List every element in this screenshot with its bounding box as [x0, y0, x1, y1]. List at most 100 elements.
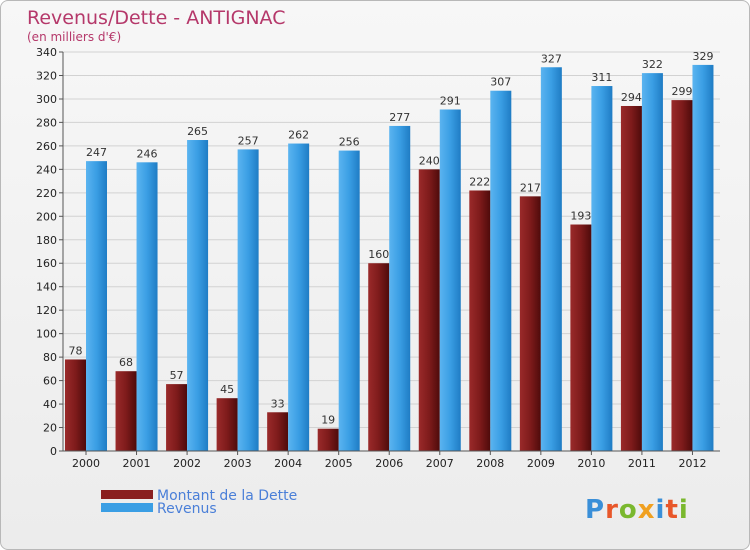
x-tick-label: 2000 [72, 457, 100, 470]
y-tick-label: 340 [36, 46, 57, 59]
debt-bar [65, 359, 86, 451]
logo-letter: r [605, 495, 619, 525]
x-tick-label: 2007 [426, 457, 454, 470]
debt-value-label: 19 [321, 414, 335, 427]
logo-letter: i [679, 495, 689, 525]
legend-label-debt: Montant de la Dette [157, 488, 297, 504]
debt-bar [115, 371, 137, 451]
y-tick-label: 60 [43, 375, 57, 388]
y-tick-label: 300 [36, 93, 57, 106]
y-tick-label: 180 [36, 234, 57, 247]
revenue-value-label: 256 [339, 136, 360, 149]
revenue-bar [86, 161, 107, 451]
y-tick-label: 0 [50, 445, 57, 458]
revenue-bar [439, 109, 461, 452]
y-tick-label: 100 [36, 328, 57, 341]
revenue-bar [692, 64, 714, 452]
revenue-bar [338, 150, 360, 451]
debt-value-label: 78 [69, 344, 83, 357]
logo-letter: t [665, 495, 678, 525]
y-tick-label: 160 [36, 257, 57, 270]
x-tick-label: 2003 [224, 457, 252, 470]
revenue-bar [641, 73, 663, 451]
legend-label-revenue: Revenus [157, 501, 217, 517]
revenue-value-label: 265 [187, 125, 208, 138]
revenue-value-label: 257 [238, 134, 259, 147]
x-tick-label: 2005 [325, 457, 353, 470]
logo-letter: i [656, 495, 666, 525]
x-tick-label: 2004 [274, 457, 302, 470]
chart-subtitle: (en milliers d'€) [27, 30, 121, 44]
revenue-value-label: 329 [692, 50, 713, 63]
x-tick-label: 2011 [628, 457, 656, 470]
logo-letter: P [585, 495, 605, 525]
y-tick-label: 240 [36, 163, 57, 176]
legend-swatch-revenue [101, 503, 153, 512]
revenue-bar [187, 140, 209, 451]
debt-value-label: 217 [520, 181, 541, 194]
revenue-bar [490, 90, 512, 451]
debt-value-label: 68 [119, 356, 133, 369]
logo-letter: x [638, 495, 656, 525]
y-tick-label: 140 [36, 281, 57, 294]
revenue-value-label: 291 [440, 95, 461, 108]
x-tick-label: 2009 [527, 457, 555, 470]
x-tick-label: 2001 [123, 457, 151, 470]
debt-bar [368, 263, 390, 451]
debt-value-label: 299 [671, 85, 692, 98]
y-tick-label: 80 [43, 351, 57, 364]
y-tick-label: 200 [36, 210, 57, 223]
debt-value-label: 193 [570, 210, 591, 223]
revenue-bar [288, 143, 310, 452]
chart-title: Revenus/Dette - ANTIGNAC [27, 7, 286, 29]
bars: 78 247 68 246 57 265 45 257 33 262 19 256 160 277 240 2… [65, 50, 714, 452]
revenue-bar [389, 125, 411, 452]
revenue-bar [136, 162, 158, 451]
debt-bar [418, 169, 440, 451]
x-tick-label: 2008 [476, 457, 504, 470]
y-tick-label: 280 [36, 116, 57, 129]
x-axis-ticks: 2000 2001 2002 2003 2004 2005 2006 2007 2008 2009… [72, 451, 706, 470]
debt-bar [570, 224, 592, 451]
debt-bar [469, 190, 491, 451]
y-axis-ticks: 0 20 40 60 80 100 120 140 160 180 200 220 240 260 280 3… [36, 46, 64, 458]
debt-bar [216, 398, 238, 451]
debt-bar [317, 428, 339, 451]
y-tick-label: 120 [36, 304, 57, 317]
debt-value-label: 294 [621, 91, 642, 104]
debt-value-label: 160 [368, 248, 389, 261]
legend-swatch-debt [101, 490, 153, 499]
y-tick-label: 260 [36, 140, 57, 153]
y-tick-label: 20 [43, 422, 57, 435]
revenue-value-label: 262 [288, 129, 309, 142]
revenue-value-label: 246 [137, 147, 158, 160]
revenue-value-label: 327 [541, 52, 562, 65]
logo-letter: o [619, 495, 638, 525]
y-tick-label: 320 [36, 69, 57, 82]
revenue-bar [591, 86, 613, 452]
debt-bar [519, 196, 541, 451]
revenue-bar [540, 67, 562, 451]
debt-value-label: 33 [271, 397, 285, 410]
x-tick-label: 2010 [577, 457, 605, 470]
debt-bar [267, 412, 289, 451]
revenue-value-label: 322 [642, 58, 663, 71]
debt-value-label: 45 [220, 383, 234, 396]
revenue-value-label: 277 [389, 111, 410, 124]
debt-bar [671, 100, 693, 451]
y-tick-label: 40 [43, 398, 57, 411]
revenue-value-label: 247 [86, 146, 107, 159]
x-tick-label: 2006 [375, 457, 403, 470]
x-tick-label: 2002 [173, 457, 201, 470]
debt-bar [166, 384, 188, 451]
proxiti-logo: Proxiti [585, 495, 689, 525]
y-tick-label: 220 [36, 187, 57, 200]
logo-text: Proxiti [585, 495, 689, 525]
revenue-value-label: 307 [490, 76, 511, 89]
x-tick-label: 2012 [678, 457, 706, 470]
debt-value-label: 57 [170, 369, 184, 382]
debt-bar [620, 105, 642, 451]
